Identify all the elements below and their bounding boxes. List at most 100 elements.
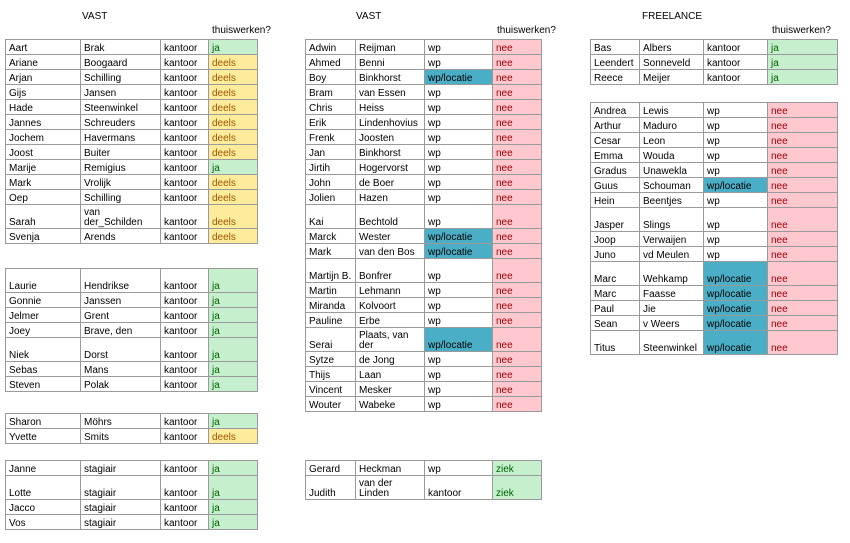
status-cell: deels [208, 69, 258, 85]
location-cell: kantoor [160, 159, 209, 175]
location-cell: kantoor [160, 376, 209, 392]
status-cell: ja [208, 514, 258, 530]
last-name-cell: Boogaard [80, 54, 161, 70]
last-name-cell: van der Linden [355, 475, 425, 500]
first-name-cell: Boy [305, 69, 356, 85]
last-name-cell: Leon [639, 132, 704, 148]
first-name-cell: Thijs [305, 366, 356, 382]
header-vast-left: VAST [82, 11, 108, 22]
status-cell: nee [767, 162, 838, 178]
table-row: Miranda Kolvoort wp nee [305, 297, 542, 313]
status-cell: ja [767, 39, 838, 55]
status-cell: ja [208, 413, 258, 429]
location-cell: kantoor [424, 475, 493, 500]
first-name-cell: Gradus [590, 162, 640, 178]
location-cell: kantoor [703, 39, 768, 55]
header-thuiswerken-mid: thuiswerken? [497, 25, 556, 36]
table-row: Paul Jie wp/locatie nee [590, 300, 838, 316]
first-name-cell: Lotte [5, 475, 81, 500]
table-row: Cesar Leon wp nee [590, 132, 838, 148]
status-cell: nee [492, 144, 542, 160]
location-cell: wp/locatie [424, 228, 493, 244]
table-row: Jirtih Hogervorst wp nee [305, 159, 542, 175]
status-cell: nee [492, 129, 542, 145]
last-name-cell: Binkhorst [355, 69, 425, 85]
status-cell: ja [208, 361, 258, 377]
table-row: Boy Binkhorst wp/locatie nee [305, 69, 542, 85]
last-name-cell: Mans [80, 361, 161, 377]
first-name-cell: Marc [590, 285, 640, 301]
location-cell: wp/locatie [424, 327, 493, 352]
table-row: Oep Schilling kantoor deels [5, 189, 258, 205]
location-cell: wp [424, 366, 493, 382]
table-row: Gijs Jansen kantoor deels [5, 84, 258, 100]
status-cell: nee [492, 327, 542, 352]
first-name-cell: John [305, 174, 356, 190]
first-name-cell: Sean [590, 315, 640, 331]
last-name-cell: Polak [80, 376, 161, 392]
location-cell: wp [703, 246, 768, 262]
last-name-cell: van Essen [355, 84, 425, 100]
status-cell: nee [492, 39, 542, 55]
last-name-cell: Schilling [80, 69, 161, 85]
first-name-cell: Pauline [305, 312, 356, 328]
first-name-cell: Frenk [305, 129, 356, 145]
table-row: Kai Bechtold wp nee [305, 204, 542, 229]
first-name-cell: Ahmed [305, 54, 356, 70]
table-row: Thijs Laan wp nee [305, 366, 542, 382]
last-name-cell: Jie [639, 300, 704, 316]
last-name-cell: Wehkamp [639, 261, 704, 286]
table-row: Marck Wester wp/locatie nee [305, 228, 542, 244]
location-cell: wp/locatie [703, 300, 768, 316]
first-name-cell: Guus [590, 177, 640, 193]
status-cell: ja [208, 292, 258, 308]
last-name-cell: Unawekla [639, 162, 704, 178]
first-name-cell: Juno [590, 246, 640, 262]
table-row: Jolien Hazen wp nee [305, 189, 542, 205]
status-cell: nee [492, 282, 542, 298]
last-name-cell: Arends [80, 228, 161, 244]
table-row: Steven Polak kantoor ja [5, 376, 258, 392]
table-vast-kantoor: Aart Brak kantoor ja Ariane Boogaard kantoor de… [5, 39, 258, 244]
status-cell: nee [767, 315, 838, 331]
location-cell: wp [703, 192, 768, 208]
location-cell: wp [703, 102, 768, 118]
table-stagiairs: Janne stagiair kantoor ja Lotte stagiair kanto… [5, 460, 258, 530]
last-name-cell: Havermans [80, 129, 161, 145]
table-row: Jasper Slings wp nee [590, 207, 838, 232]
last-name-cell: Vrolijk [80, 174, 161, 190]
table-row: Wouter Wabeke wp nee [305, 396, 542, 412]
status-cell: deels [208, 99, 258, 115]
table-row: Sebas Mans kantoor ja [5, 361, 258, 377]
first-name-cell: Mark [305, 243, 356, 259]
first-name-cell: Svenja [5, 228, 81, 244]
first-name-cell: Adwin [305, 39, 356, 55]
last-name-cell: van der_Schilden [80, 204, 161, 229]
location-cell: wp [424, 258, 493, 283]
first-name-cell: Jolien [305, 189, 356, 205]
last-name-cell: v Weers [639, 315, 704, 331]
last-name-cell: Lehmann [355, 282, 425, 298]
location-cell: wp [424, 144, 493, 160]
last-name-cell: Buiter [80, 144, 161, 160]
last-name-cell: Lewis [639, 102, 704, 118]
table-row: Emma Wouda wp nee [590, 147, 838, 163]
header-thuiswerken-right: thuiswerken? [772, 25, 831, 36]
status-cell: nee [492, 351, 542, 367]
status-cell: deels [208, 54, 258, 70]
location-cell: kantoor [160, 144, 209, 160]
last-name-cell: Heckman [355, 460, 425, 476]
status-cell: nee [492, 228, 542, 244]
location-cell: wp/locatie [703, 177, 768, 193]
status-cell: nee [767, 261, 838, 286]
status-cell: nee [767, 231, 838, 247]
table-row: Frenk Joosten wp nee [305, 129, 542, 145]
first-name-cell: Kai [305, 204, 356, 229]
table-vast-wp: Adwin Reijman wp nee Ahmed Benni wp nee Boy Binkh… [305, 39, 542, 412]
table-row: Hade Steenwinkel kantoor deels [5, 99, 258, 115]
table-row: Ariane Boogaard kantoor deels [5, 54, 258, 70]
table-row: Sean v Weers wp/locatie nee [590, 315, 838, 331]
table-row: Arjan Schilling kantoor deels [5, 69, 258, 85]
first-name-cell: Sytze [305, 351, 356, 367]
last-name-cell: Meijer [639, 69, 704, 85]
